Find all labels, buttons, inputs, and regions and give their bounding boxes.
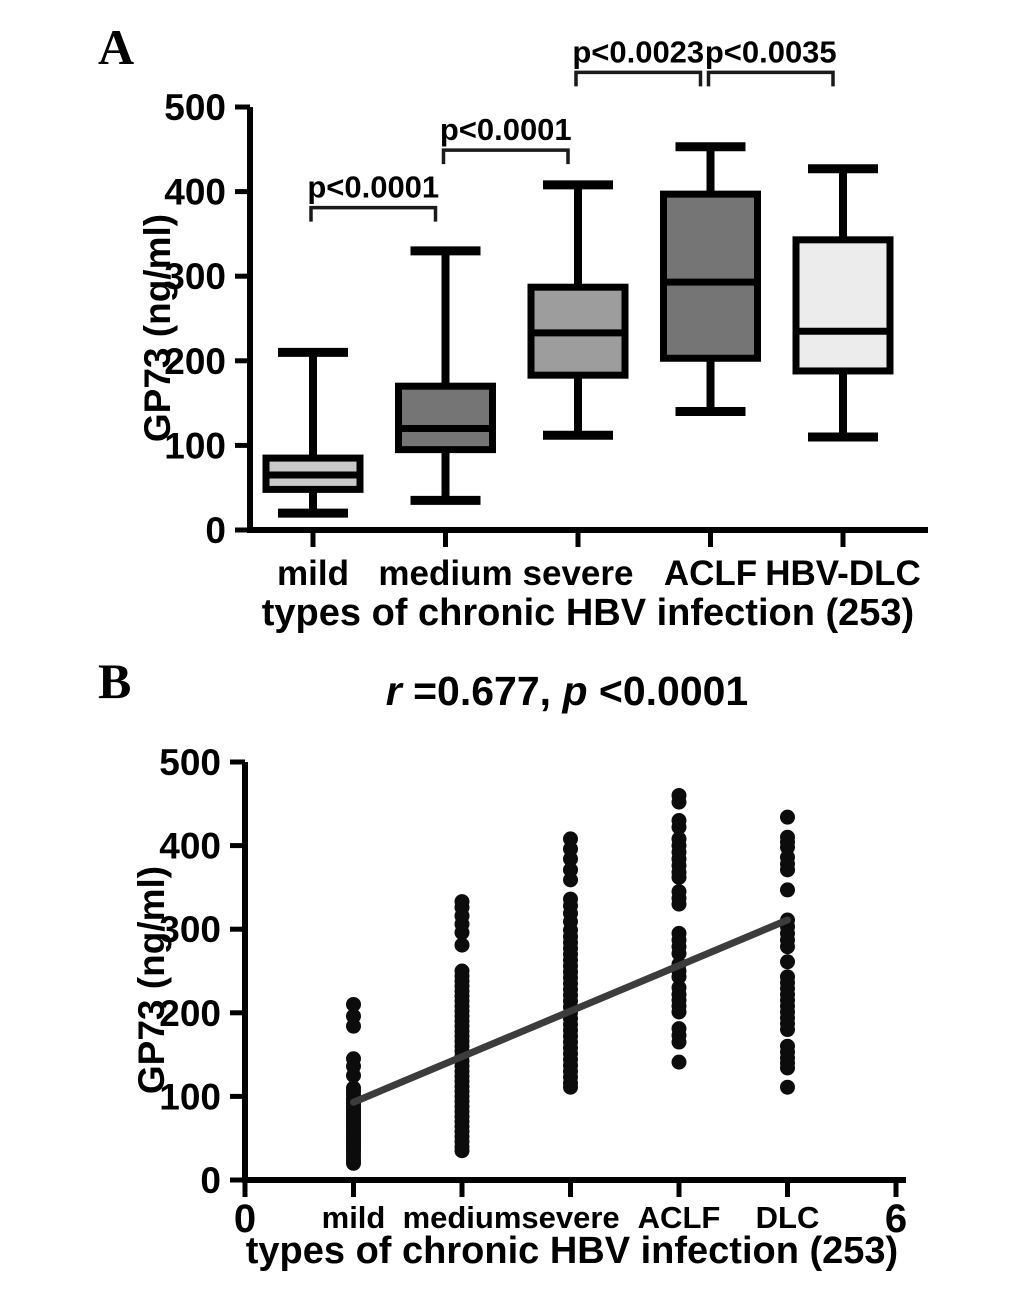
panel-a-y-axis-label: GP73 (ng/ml) — [137, 213, 178, 443]
x-tick-label: DLC — [756, 1200, 820, 1235]
x-tick-label: ACLF — [638, 1200, 721, 1235]
panel-b-scatter-chart: 0 100 200 300 400 500 0 mild medium severe ACLF DLC… — [159, 742, 907, 1241]
scatter-point-medium — [454, 925, 470, 941]
pvalue-bracket — [574, 70, 703, 87]
scatter-point-mild — [346, 1018, 361, 1034]
pvalue-bracket — [309, 205, 438, 222]
y-tick-label: 400 — [159, 826, 221, 867]
panel-a-label: A — [98, 19, 135, 75]
scatter-point-DLC — [780, 809, 795, 825]
panel-b-title-p: p — [562, 668, 588, 714]
panel-a-x-axis-title: types of chronic HBV infection (253) — [261, 592, 915, 634]
panel-b-title-eq: =0.677, — [401, 668, 563, 714]
scatter-point-DLC — [780, 939, 795, 955]
x-tick-label: mild — [322, 1200, 386, 1235]
scatter-point-DLC — [780, 882, 795, 898]
box-iqr-HBV-DLC — [792, 236, 894, 375]
y-tick-label: 100 — [164, 425, 226, 466]
scatter-point-ACLF — [671, 794, 687, 810]
scatter-point-ACLF — [671, 1004, 687, 1020]
panel-b-title: r =0.677, p <0.0001 — [217, 668, 917, 715]
scatter-point-DLC — [780, 954, 795, 970]
y-tick-label: 300 — [164, 256, 226, 297]
panel-b-label: B — [98, 653, 132, 709]
panel-b-title-r: r — [385, 668, 402, 714]
x-tick-label: mild — [277, 554, 349, 593]
x-tick-label: ACLF — [664, 554, 757, 593]
panel-a-boxplot-chart: 0 100 200 300 400 500 mild medium severe ACLF HBV-… — [164, 34, 928, 593]
panel-b-title-lt: <0.0001 — [587, 668, 749, 714]
box-iqr-medium — [395, 382, 496, 454]
y-tick-label: 200 — [164, 341, 226, 382]
x-tick-label: HBV-DLC — [765, 554, 921, 593]
scatter-point-DLC — [780, 1022, 795, 1038]
panel-b-x-axis-title: types of chronic HBV infection (253) — [245, 1230, 899, 1272]
pvalue-bracket — [441, 148, 570, 165]
x-tick-label: medium — [403, 1200, 522, 1235]
x-tick-label: 6 — [885, 1197, 907, 1241]
pvalue-label: p<0.0001 — [440, 112, 572, 147]
y-tick-label: 400 — [164, 172, 226, 213]
scatter-point-severe — [563, 1079, 578, 1095]
panel-b-y-axis-label: GP73 (ng/ml) — [131, 865, 172, 1095]
y-tick-label: 500 — [159, 742, 221, 783]
scatter-point-ACLF — [671, 896, 687, 912]
x-tick-label: severe — [523, 554, 634, 593]
scatter-point-mild — [346, 996, 361, 1012]
scatter-point-ACLF — [671, 1054, 687, 1070]
scatter-point-ACLF — [671, 819, 687, 835]
y-tick-label: 100 — [159, 1076, 221, 1117]
scatter-point-ACLF — [671, 1034, 687, 1050]
y-tick-label: 500 — [164, 87, 226, 128]
scatter-point-DLC — [780, 1060, 795, 1076]
scatter-point-medium — [454, 1143, 470, 1159]
y-tick-label: 300 — [159, 909, 221, 950]
box-iqr-ACLF — [660, 190, 761, 362]
scatter-point-severe — [563, 851, 578, 867]
x-tick-label: severe — [521, 1200, 619, 1235]
scatter-point-medium — [454, 937, 470, 953]
scatter-point-severe — [563, 872, 578, 888]
pvalue-bracket — [706, 70, 835, 87]
y-tick-label: 0 — [205, 510, 226, 551]
scatter-point-mild — [346, 1068, 361, 1083]
scatter-point-mild — [346, 1155, 361, 1171]
scatter-point-ACLF — [671, 969, 687, 985]
scatter-point-ACLF — [671, 869, 687, 885]
x-tick-label: 0 — [234, 1197, 256, 1241]
scatter-point-DLC — [780, 862, 795, 878]
y-tick-label: 0 — [200, 1160, 221, 1201]
scatter-point-ACLF — [671, 945, 687, 961]
pvalue-label: p<0.0035 — [705, 34, 837, 69]
pvalue-label: p<0.0023 — [572, 34, 704, 69]
regression-line — [350, 916, 791, 1106]
scatter-point-DLC — [780, 1079, 795, 1095]
x-tick-label: medium — [378, 554, 512, 593]
pvalue-label: p<0.0001 — [307, 170, 439, 205]
y-tick-label: 200 — [159, 993, 221, 1034]
